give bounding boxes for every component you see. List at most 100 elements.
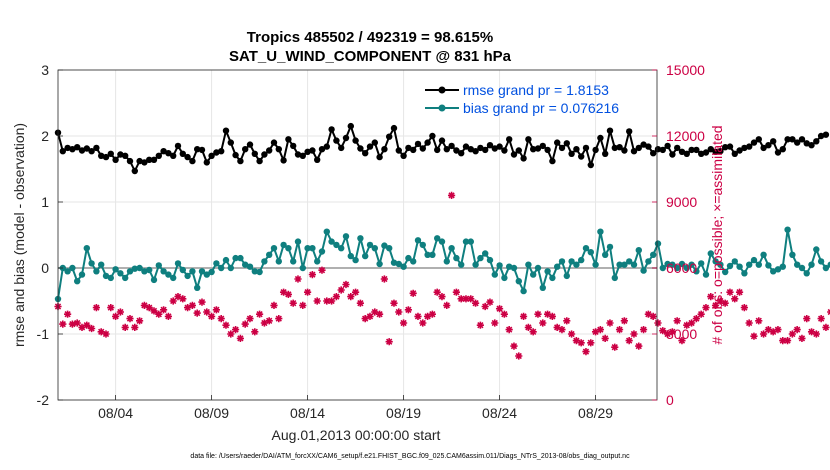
- rmse-point: [712, 148, 719, 155]
- obs-count-point: [615, 326, 624, 334]
- bias-point: [640, 267, 647, 274]
- bias-point: [102, 272, 110, 280]
- bias-point: [227, 264, 234, 272]
- obs-count-point: [135, 317, 144, 325]
- obs-count-point: [63, 310, 72, 318]
- rmse-point: [314, 156, 321, 163]
- bias-point: [635, 247, 642, 254]
- rmse-point: [280, 157, 287, 164]
- rmse-point: [222, 127, 230, 134]
- bias-point: [688, 261, 695, 268]
- rmse-point: [774, 149, 782, 156]
- bias-point: [136, 264, 143, 272]
- obs-count-point: [150, 307, 158, 315]
- rmse-point: [597, 134, 604, 142]
- rmse-point: [390, 124, 398, 132]
- bias-point: [213, 260, 220, 267]
- bias-point: [477, 254, 484, 262]
- rmse-point: [299, 152, 306, 159]
- bias-point: [285, 245, 292, 252]
- bias-point: [194, 284, 201, 291]
- rmse-point: [347, 122, 354, 130]
- rmse-point: [750, 139, 758, 146]
- obs-count-point: [371, 308, 379, 316]
- rmse-point: [491, 145, 498, 152]
- rmse-point: [741, 144, 748, 152]
- rmse-point: [453, 147, 460, 154]
- bias-point: [496, 262, 503, 269]
- obs-count-point: [246, 315, 254, 323]
- rmse-point: [813, 138, 820, 145]
- bias-point: [650, 251, 657, 258]
- obs-count-point: [515, 352, 523, 360]
- obs-count-point: [745, 319, 753, 327]
- rmse-point: [822, 131, 830, 138]
- obs-count-point: [495, 305, 504, 313]
- bias-point: [150, 276, 158, 284]
- bias-point: [717, 261, 724, 268]
- rmse-point: [160, 148, 167, 155]
- obs-count-point: [702, 304, 710, 312]
- bias-point: [539, 284, 546, 291]
- rmse-point: [616, 144, 623, 151]
- obs-count-point: [803, 315, 811, 323]
- rmse-point: [549, 157, 556, 165]
- bias-point: [722, 268, 729, 276]
- obs-count-point: [558, 326, 566, 334]
- obs-count-point: [361, 315, 369, 323]
- rmse-point: [218, 148, 225, 155]
- bias-point: [827, 261, 830, 268]
- rmse-point: [381, 146, 388, 153]
- bias-point: [381, 242, 388, 249]
- obs-count-point: [231, 326, 240, 334]
- obs-count-point: [337, 286, 345, 294]
- bias-point: [544, 268, 551, 275]
- obs-count-point: [97, 328, 105, 336]
- rmse-point: [405, 144, 412, 152]
- obs-count-point: [169, 297, 177, 305]
- y2-tick-label: 9000: [666, 194, 697, 210]
- rmse-point: [242, 146, 249, 153]
- rmse-point: [357, 145, 364, 152]
- rmse-point: [611, 144, 618, 152]
- obs-count-point: [188, 301, 196, 309]
- obs-count-point: [347, 293, 355, 301]
- bias-point: [64, 268, 71, 275]
- y-tick-label: -1: [37, 326, 50, 342]
- rmse-point: [702, 149, 710, 156]
- obs-count-point: [313, 297, 321, 305]
- rmse-point: [640, 141, 647, 148]
- obs-count-point: [630, 330, 638, 338]
- bias-point: [506, 263, 513, 270]
- y-tick-label: -2: [37, 392, 50, 408]
- bias-point: [222, 256, 230, 264]
- obs-count-point: [68, 320, 76, 328]
- rmse-point: [443, 146, 450, 153]
- obs-count-point: [519, 312, 528, 320]
- bias-point: [736, 263, 743, 270]
- obs-count-point: [587, 339, 595, 347]
- obs-count-point: [222, 321, 230, 329]
- bias-point: [750, 256, 758, 264]
- y-axis-right: 0 3000 6000 9000 12000 15000: [652, 62, 705, 408]
- bias-point: [338, 245, 345, 252]
- bias-point: [578, 256, 585, 264]
- rmse-point: [563, 140, 570, 147]
- rmse-point: [338, 144, 345, 152]
- bias-point: [674, 264, 681, 272]
- bias-point: [410, 258, 417, 265]
- rmse-point: [717, 148, 724, 155]
- bias-point: [784, 226, 791, 233]
- bias-point: [794, 261, 801, 268]
- rmse-point: [414, 140, 422, 148]
- bias-point: [405, 254, 412, 262]
- rmse-point: [592, 146, 599, 154]
- rmse-point: [664, 142, 671, 150]
- bias-point: [232, 254, 239, 262]
- bias-point: [174, 260, 182, 267]
- rmse-point: [573, 146, 580, 153]
- bias-point: [659, 264, 666, 272]
- bias-point: [669, 261, 676, 268]
- bias-point: [88, 260, 95, 267]
- obs-count-point: [697, 310, 705, 318]
